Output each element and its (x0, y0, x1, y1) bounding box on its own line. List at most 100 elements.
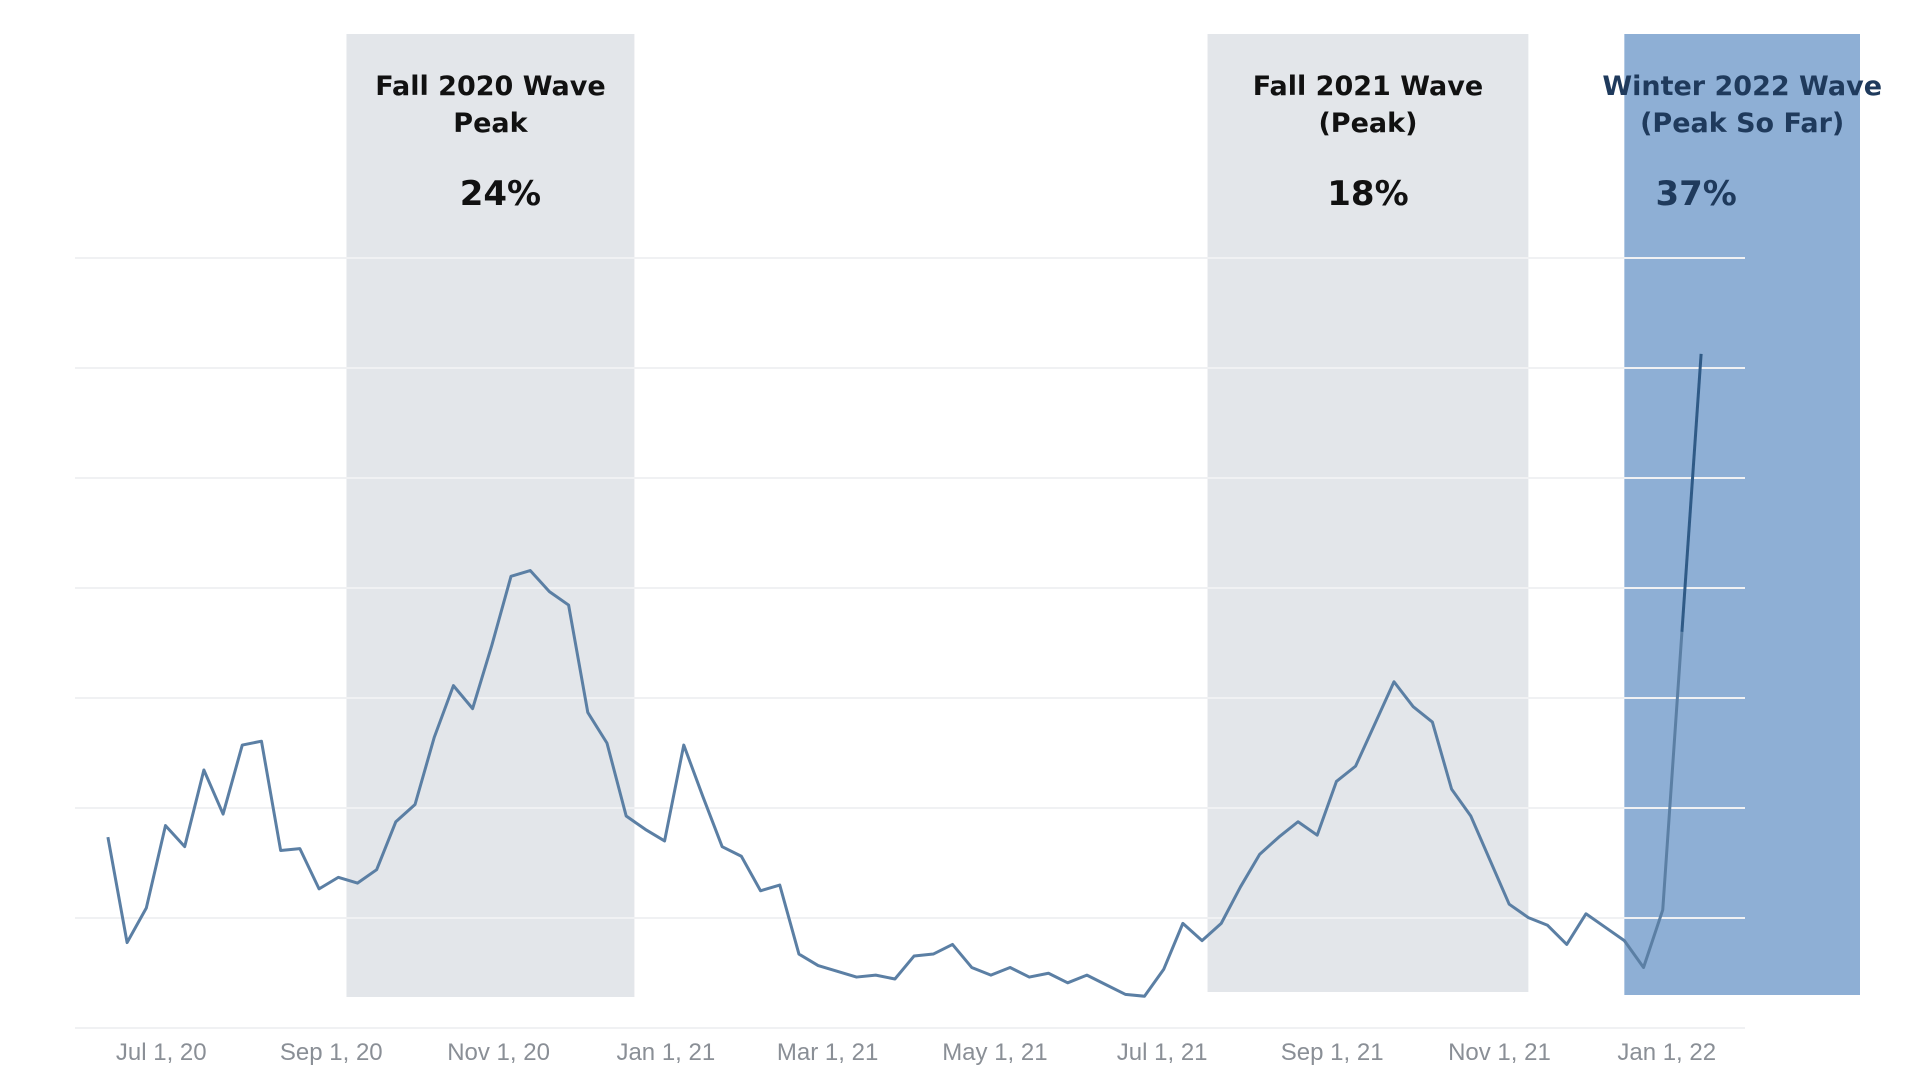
data-point (1527, 916, 1530, 919)
data-point (202, 768, 205, 771)
data-point (682, 744, 685, 747)
data-point (759, 889, 762, 892)
data-point (893, 977, 896, 980)
data-point (414, 803, 417, 806)
data-point (989, 974, 992, 977)
data-point (548, 590, 551, 593)
data-point (1508, 903, 1511, 906)
data-point (318, 887, 321, 890)
data-point (817, 964, 820, 967)
data-point (1105, 983, 1108, 986)
data-point (1431, 721, 1434, 724)
data-point (1201, 939, 1204, 942)
data-point (1392, 680, 1395, 683)
data-point (644, 828, 647, 831)
data-point (375, 868, 378, 871)
data-point (1661, 908, 1664, 911)
data-point (337, 876, 340, 879)
data-point (1680, 630, 1683, 633)
data-point (1277, 836, 1280, 839)
data-point (1623, 939, 1626, 942)
data-point (1373, 722, 1376, 725)
data-point (874, 974, 877, 977)
wave-title-line1: Fall 2021 Wave (1253, 71, 1484, 102)
data-point (797, 953, 800, 956)
data-point (932, 953, 935, 956)
data-point (1604, 926, 1607, 929)
data-point (721, 845, 724, 848)
data-point (1143, 995, 1146, 998)
data-point (126, 941, 129, 944)
data-point (1335, 780, 1338, 783)
data-point (145, 907, 148, 910)
data-point (241, 744, 244, 747)
data-point (1066, 981, 1069, 984)
wave-band-3 (1624, 34, 1860, 995)
wave-title-line2: (Peak So Far) (1640, 108, 1844, 139)
data-point (1220, 922, 1223, 925)
wave-title-line1: Winter 2022 Wave (1602, 71, 1882, 102)
data-point (1469, 814, 1472, 817)
data-point (1258, 853, 1261, 856)
data-point (913, 954, 916, 957)
data-point (1546, 924, 1549, 927)
data-point (701, 795, 704, 798)
x-tick-label: Jul 1, 20 (116, 1039, 207, 1066)
x-tick-label: Nov 1, 21 (1448, 1039, 1551, 1066)
data-point (567, 604, 570, 607)
wave-band-1 (346, 34, 635, 997)
data-point (510, 575, 513, 578)
data-point (452, 684, 455, 687)
wave-peak-value: 37% (1655, 174, 1736, 214)
data-point (394, 820, 397, 823)
x-tick-label: Sep 1, 20 (280, 1039, 383, 1066)
data-point (1162, 968, 1165, 971)
data-point (1488, 859, 1491, 862)
wave-title-line1: Fall 2020 Wave (375, 71, 606, 102)
x-tick-label: Nov 1, 20 (447, 1039, 550, 1066)
data-point (1700, 352, 1703, 355)
data-point (1412, 705, 1415, 708)
data-point (836, 970, 839, 973)
data-point (1028, 976, 1031, 979)
data-point (1642, 966, 1645, 969)
data-point (279, 849, 282, 852)
data-point (356, 882, 359, 885)
gridlines (75, 257, 1745, 1029)
wave-peak-value: 24% (460, 174, 541, 214)
wave-bands (346, 34, 1860, 997)
data-point (586, 711, 589, 714)
data-point (529, 569, 532, 572)
data-point (260, 740, 263, 743)
data-point (471, 707, 474, 710)
wave-title-line2: Peak (453, 108, 528, 139)
x-tick-label: Jul 1, 21 (1117, 1039, 1208, 1066)
series-line-surge (1680, 353, 1703, 633)
data-point (855, 976, 858, 979)
data-point (490, 644, 493, 647)
x-tick-label: Jan 1, 22 (1617, 1039, 1716, 1066)
data-point (1354, 765, 1357, 768)
data-point (625, 814, 628, 817)
series-line (106, 569, 1684, 998)
series-layer (106, 352, 1703, 998)
wave-band-2 (1207, 34, 1529, 992)
wave-title-line2: (Peak) (1318, 108, 1417, 139)
data-point (298, 847, 301, 850)
data-point (1124, 993, 1127, 996)
data-point (106, 836, 109, 839)
x-tick-label: Jan 1, 21 (616, 1039, 715, 1066)
x-tick-label: Sep 1, 21 (1281, 1039, 1384, 1066)
data-point (1239, 885, 1242, 888)
data-point (433, 736, 436, 739)
data-point (1085, 974, 1088, 977)
data-point (778, 884, 781, 887)
data-point (605, 742, 608, 745)
wave-peak-value: 18% (1327, 174, 1408, 214)
data-point (1009, 966, 1012, 969)
data-point (740, 855, 743, 858)
data-point (1584, 912, 1587, 915)
x-tick-label: Mar 1, 21 (777, 1039, 878, 1066)
data-point (1450, 788, 1453, 791)
x-tick-label: May 1, 21 (942, 1039, 1047, 1066)
